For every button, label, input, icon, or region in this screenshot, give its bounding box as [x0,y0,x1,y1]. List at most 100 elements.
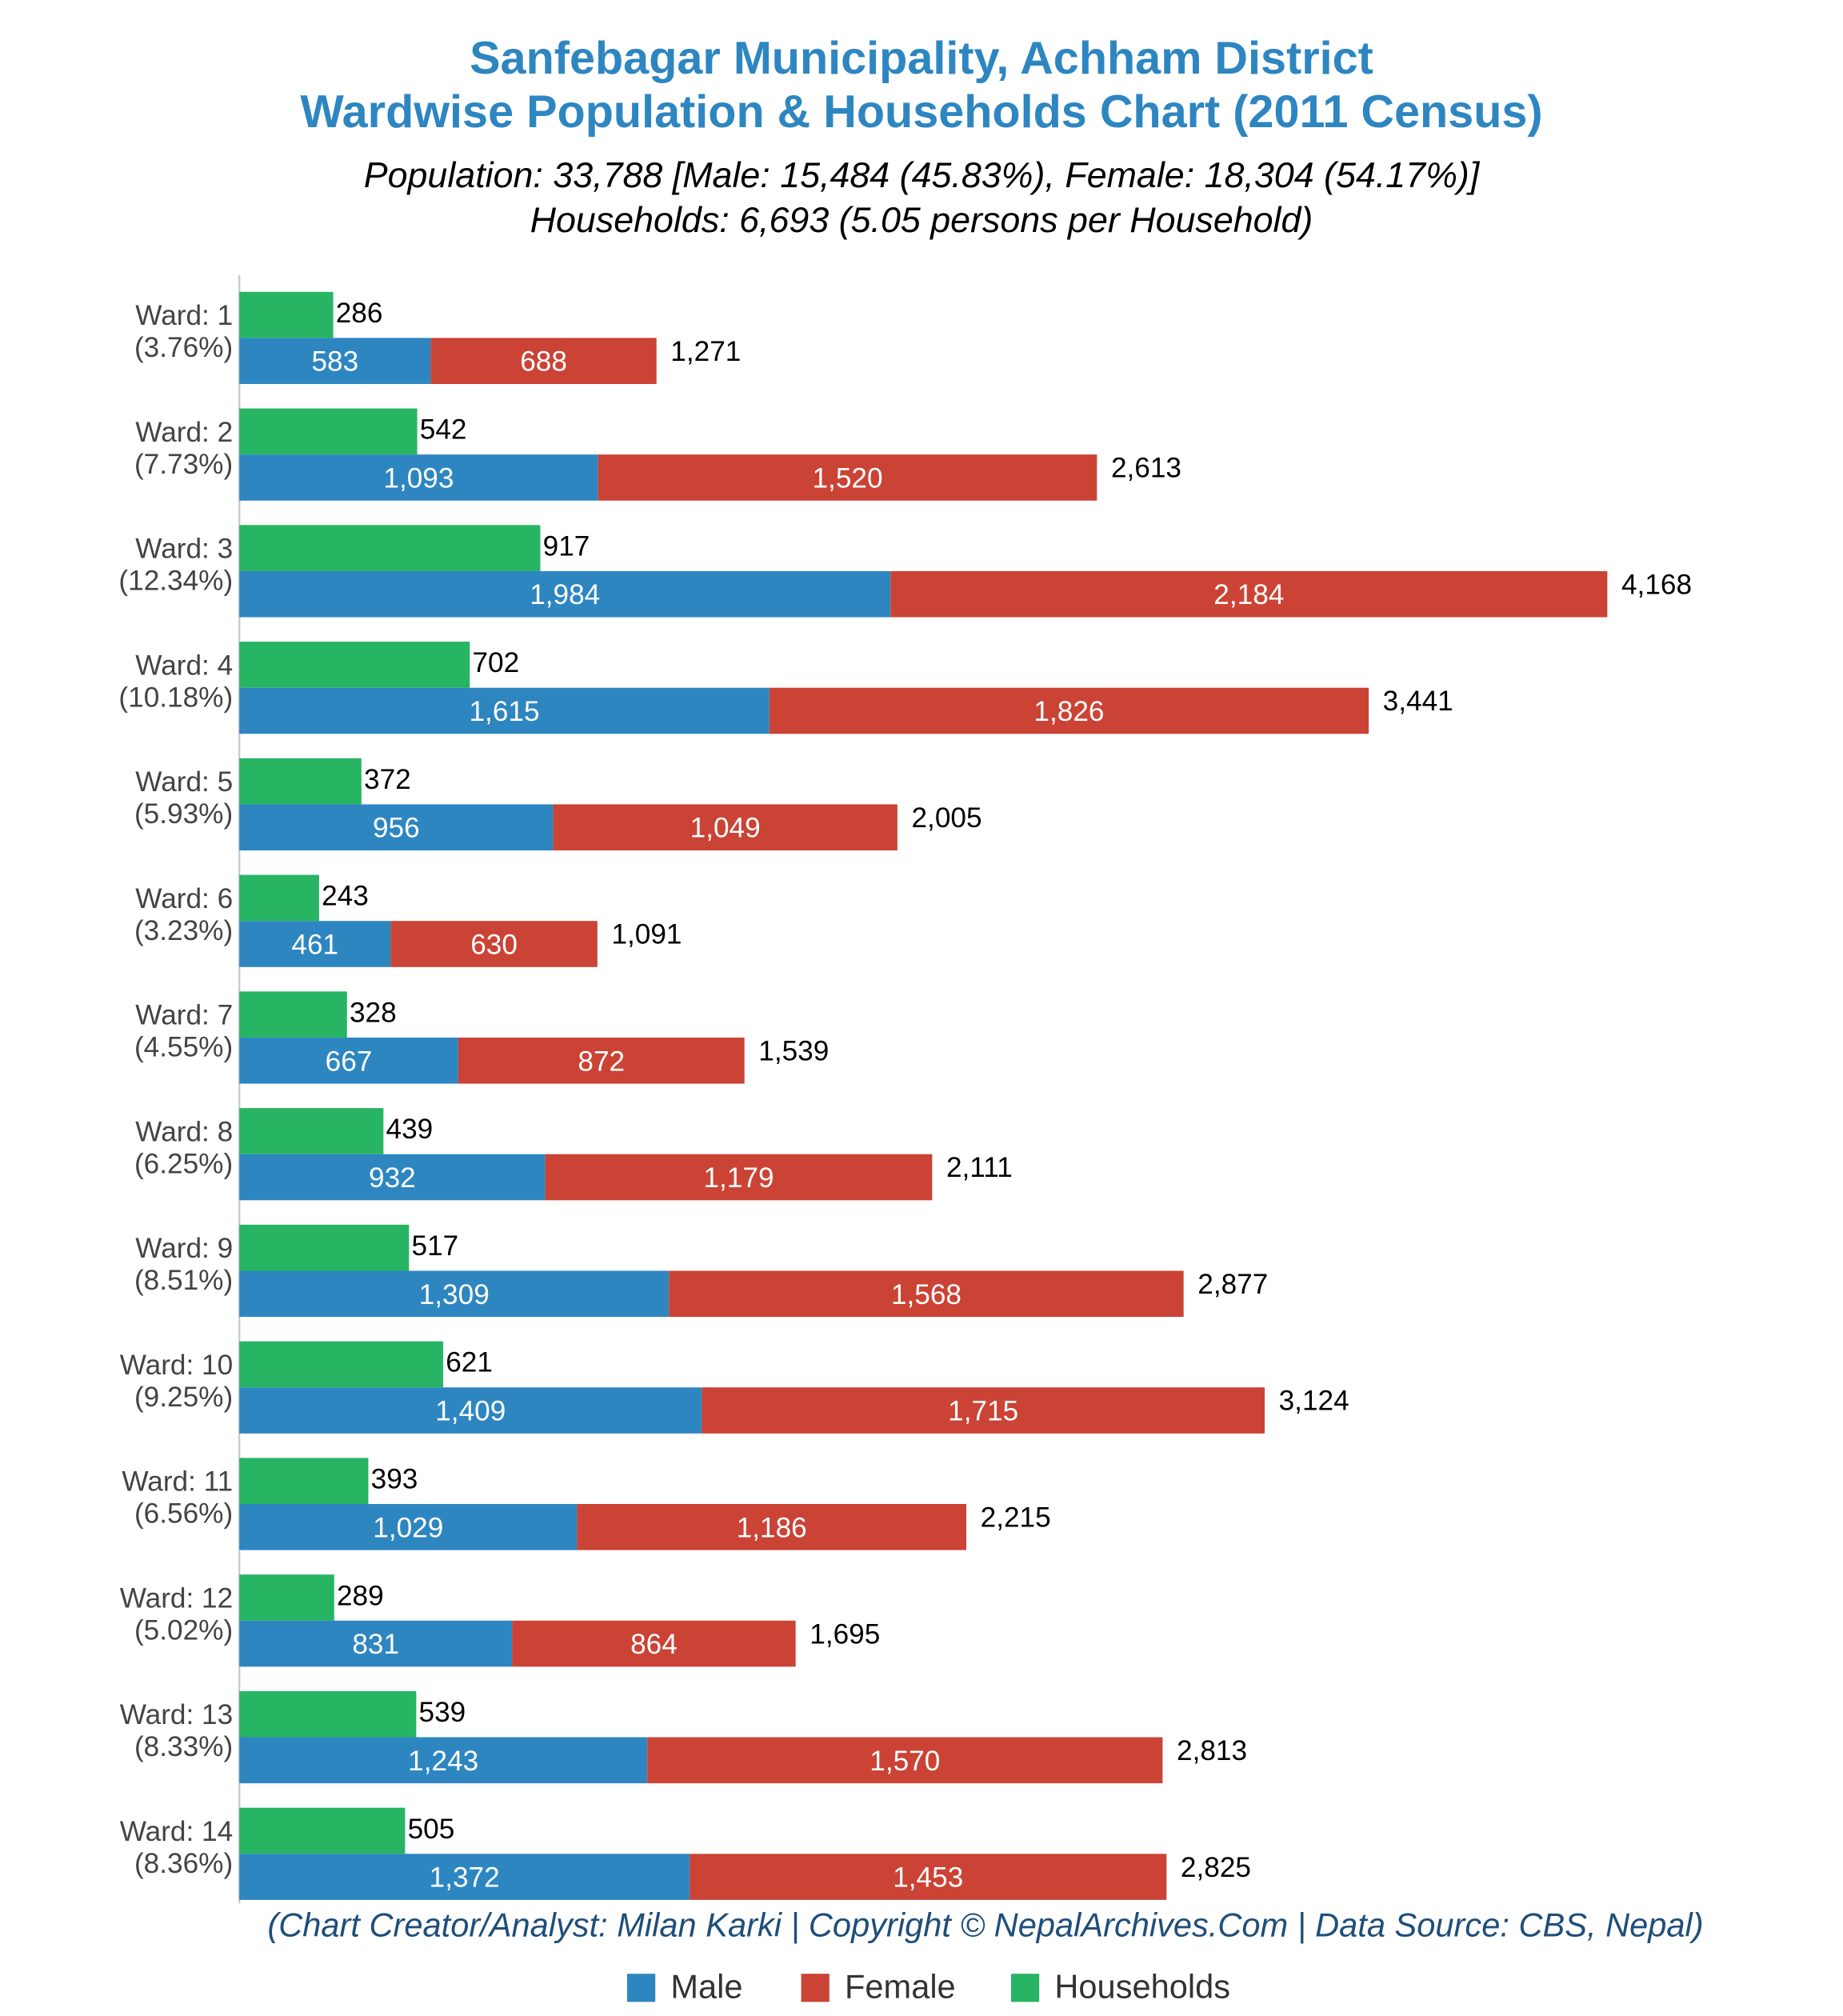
bar-segment [553,804,898,851]
y-tick-label: Ward: 2 [135,417,233,448]
value-label: 542 [420,414,467,446]
total-label: 2,613 [1111,453,1181,484]
y-tick-label: Ward: 8 [135,1116,233,1147]
chart-subtitle: Households: 6,693 (5.05 persons per Hous… [530,200,1313,240]
footnote: (Chart Creator/Analyst: Milan Karki | Co… [267,1906,1703,1945]
chart-subtitle: Population: 33,788 [Male: 15,484 (45.83%… [364,155,1481,195]
y-tick-note: (5.02%) [134,1614,233,1646]
total-label: 1,091 [611,919,682,950]
y-tick-note: (8.33%) [134,1731,233,1762]
y-tick-label: Ward: 5 [135,766,233,798]
total-label: 1,539 [758,1035,829,1066]
bar-segment [430,338,657,384]
value-label: 289 [337,1580,384,1611]
value-label: 1,826 [1033,696,1104,727]
bar [239,1341,444,1388]
value-label: 917 [543,530,590,562]
legend-label: Female [845,1967,956,2005]
legend-label: Male [670,1967,742,2005]
value-label: 864 [630,1629,678,1660]
bar-segment [890,570,1608,618]
value-label: 831 [352,1629,399,1660]
value-label: 688 [520,346,567,378]
value-label: 583 [311,346,358,378]
bar [239,1574,334,1621]
bar-segment [239,687,770,734]
value-label: 439 [386,1114,434,1145]
value-label: 461 [291,929,338,960]
value-label: 667 [326,1046,373,1077]
y-tick-note: (5.93%) [134,798,233,830]
y-tick-label: Ward: 12 [120,1582,233,1614]
bar [239,525,541,571]
value-label: 286 [336,298,383,329]
bar [239,874,319,922]
value-label: 1,093 [383,462,454,494]
value-label: 1,243 [408,1746,478,1777]
y-tick-note: (6.56%) [134,1498,233,1530]
bar-segment [769,687,1369,734]
bar-segment [239,338,431,384]
bar-segment [239,454,598,501]
bar-segment [669,1270,1184,1318]
y-tick-label: Ward: 6 [135,883,233,914]
y-tick-note: (3.76%) [134,332,233,363]
bar-segment [239,921,391,967]
total-label: 2,825 [1181,1852,1251,1883]
value-label: 505 [408,1814,455,1845]
y-tick-note: (9.25%) [134,1382,233,1413]
total-label: 2,215 [981,1502,1051,1533]
bar-segment [647,1737,1163,1784]
total-label: 3,124 [1279,1386,1349,1417]
y-tick-label: Ward: 9 [135,1233,233,1264]
y-tick-note: (10.18%) [118,682,233,713]
y-tick-label: Ward: 13 [120,1699,233,1730]
value-label: 1,186 [737,1512,807,1543]
y-tick-note: (12.34%) [118,566,233,597]
total-label: 4,168 [1621,569,1692,600]
total-label: 2,005 [911,802,981,834]
value-label: 1,029 [373,1512,443,1543]
bar-segment [390,921,598,967]
y-tick-note: (3.23%) [134,915,233,946]
y-tick-label: Ward: 7 [135,1000,233,1031]
bar-segment [239,1037,458,1084]
legend-swatch [627,1974,656,2002]
value-label: 1,520 [812,462,882,494]
bar-segment [545,1154,933,1201]
bar-segment [702,1387,1265,1434]
legend-swatch [801,1974,830,2002]
y-tick-note: (8.51%) [134,1265,233,1296]
value-label: 1,568 [891,1279,961,1310]
value-label: 243 [322,881,369,912]
value-label: 1,309 [419,1279,490,1310]
value-label: 956 [373,813,420,844]
bar-segment [239,1154,546,1201]
value-label: 1,372 [430,1862,500,1894]
bar-segment [512,1620,796,1667]
value-label: 372 [364,764,411,795]
value-label: 1,615 [469,696,539,727]
y-tick-label: Ward: 4 [135,650,233,681]
chart-title: Sanfebagar Municipality, Achham District [470,33,1373,84]
total-label: 3,441 [1383,686,1453,717]
bar [239,1690,417,1738]
y-tick-note: (6.25%) [134,1148,233,1179]
value-label: 1,179 [703,1162,774,1194]
bar [239,1458,369,1504]
y-tick-label: Ward: 3 [135,534,233,565]
bar-segment [239,1737,648,1784]
total-label: 2,877 [1197,1269,1268,1300]
bar-segment [458,1037,745,1084]
legend-label: Households [1054,1967,1230,2005]
bar-segment [239,1854,690,1900]
legend-swatch [1011,1974,1040,2002]
value-label: 1,715 [948,1396,1018,1427]
bar [239,758,362,805]
total-label: 1,271 [670,336,741,367]
total-label: 2,111 [946,1152,1013,1183]
bar-segment [239,1504,578,1550]
bar-segment [239,1620,513,1667]
value-label: 932 [369,1162,416,1194]
